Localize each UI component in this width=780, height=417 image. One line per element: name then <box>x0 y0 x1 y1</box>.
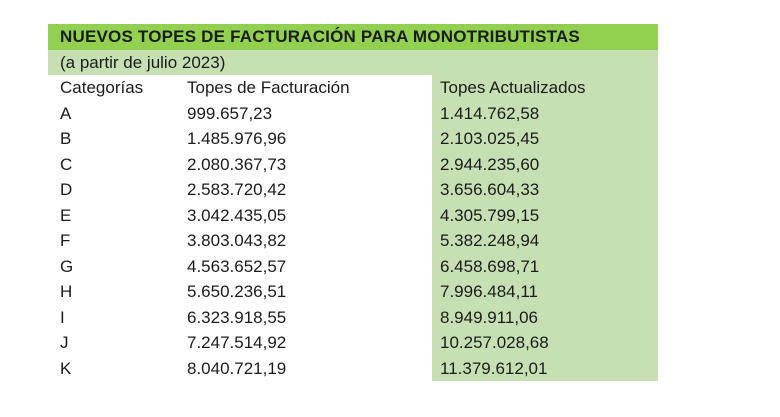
cell: F <box>60 231 71 250</box>
cell: 1.414.762,58 <box>440 103 540 123</box>
table-row: A 999.657,23 1.414.762,58 <box>0 101 780 127</box>
table-row: E 3.042.435,05 4.305.799,15 <box>0 203 780 229</box>
header-row: Categorías Topes de Facturación Topes Actu… <box>0 75 780 101</box>
table-row: I 6.323.918,55 8.949.911,06 <box>0 305 780 331</box>
cell: 3.656.604,33 <box>440 180 540 199</box>
cell: 2.080.367,73 <box>187 154 287 174</box>
column-highlight <box>432 75 658 381</box>
cell: E <box>60 205 72 225</box>
cell: 2.944.235,60 <box>440 154 540 174</box>
table-row: J 7.247.514,92 10.257.028,68 <box>0 330 780 356</box>
cell: 4.305.799,15 <box>440 205 540 225</box>
subtitle: (a partir de julio 2023) <box>48 50 658 75</box>
table-row: C 2.080.367,73 2.944.235,60 <box>0 152 780 178</box>
cell: 8.949.911,06 <box>440 307 538 327</box>
title: NUEVOS TOPES DE FACTURACIÓN PARA MONOTRI… <box>48 24 658 50</box>
cell: 2.583.720,42 <box>187 180 287 199</box>
cell: D <box>60 180 73 199</box>
cell: 3.042.435,05 <box>187 205 287 225</box>
cell: 4.563.652,57 <box>187 256 287 276</box>
header-cell: Topes Actualizados <box>440 78 586 97</box>
table-row: F 3.803.043,82 5.382.248,94 <box>0 228 780 254</box>
cell: 11.379.612,01 <box>440 358 548 378</box>
cell: 5.382.248,94 <box>440 231 540 250</box>
cell: G <box>60 256 74 276</box>
table-row: B 1.485.976,96 2.103.025,45 <box>0 126 780 152</box>
cell: 7.996.484,11 <box>440 282 538 301</box>
cell: 5.650.236,51 <box>187 282 287 301</box>
table-row: K 8.040.721,19 11.379.612,01 <box>0 356 780 382</box>
cell: 6.458.698,71 <box>440 256 540 276</box>
cell: B <box>60 129 72 148</box>
header-cell: Categorías <box>60 78 144 97</box>
cell: K <box>60 358 72 378</box>
cell: 999.657,23 <box>187 103 273 123</box>
table-row: G 4.563.652,57 6.458.698,71 <box>0 254 780 280</box>
cell: 2.103.025,45 <box>440 129 540 148</box>
cell: J <box>60 333 69 352</box>
cell: 6.323.918,55 <box>187 307 287 327</box>
cell: I <box>60 307 65 327</box>
cell: 3.803.043,82 <box>187 231 287 250</box>
header-cell: Topes de Facturación <box>187 78 350 97</box>
table-row: D 2.583.720,42 3.656.604,33 <box>0 177 780 203</box>
cell: 10.257.028,68 <box>440 333 549 352</box>
cell: C <box>60 154 73 174</box>
cell: H <box>60 282 73 301</box>
cell: A <box>60 103 72 123</box>
cell: 1.485.976,96 <box>187 129 287 148</box>
cell: 7.247.514,92 <box>187 333 287 352</box>
cell: 8.040.721,19 <box>187 358 287 378</box>
table-row: H 5.650.236,51 7.996.484,11 <box>0 279 780 305</box>
